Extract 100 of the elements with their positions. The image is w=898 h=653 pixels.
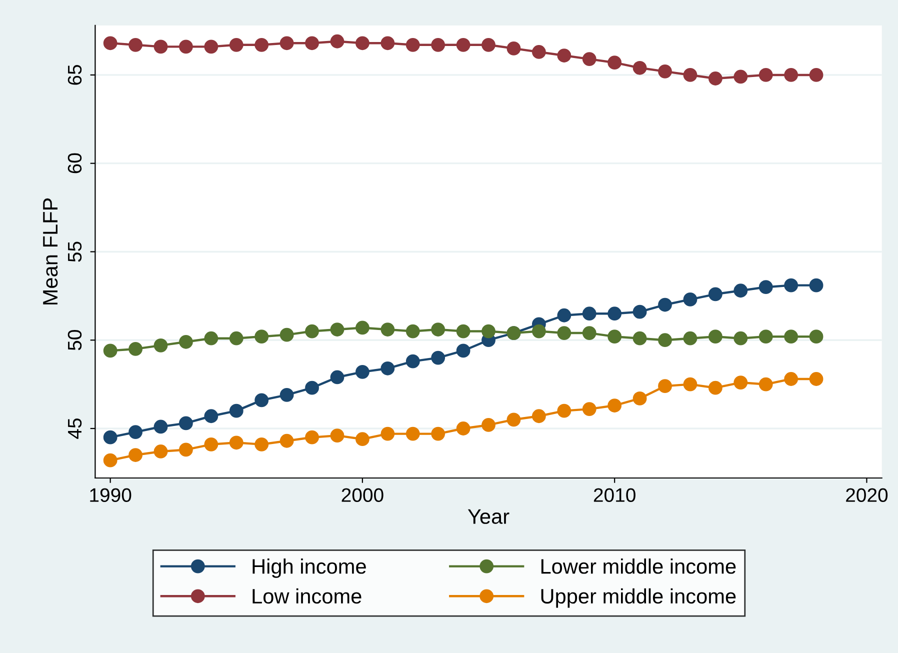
point [330, 428, 344, 443]
point [582, 306, 596, 321]
point [557, 48, 572, 62]
point [608, 330, 622, 344]
point [128, 38, 142, 52]
point [784, 372, 798, 386]
point [128, 425, 142, 439]
point [506, 42, 521, 56]
point [204, 331, 218, 346]
legend-label: High income [252, 558, 366, 578]
point [229, 331, 244, 346]
point [154, 338, 168, 352]
point [482, 324, 496, 338]
point [734, 284, 748, 298]
legend-label: Lower middle income [541, 558, 736, 574]
point [758, 377, 773, 392]
x-tick-label: 2010 [594, 488, 636, 502]
point [431, 322, 446, 336]
legend-label: Low income [252, 588, 362, 604]
point [154, 444, 168, 458]
point [406, 324, 420, 338]
point [658, 379, 672, 394]
point [708, 72, 722, 86]
point [557, 308, 572, 322]
point [708, 380, 722, 395]
point [608, 56, 622, 70]
point [532, 324, 546, 338]
point [632, 331, 647, 346]
point [280, 328, 294, 342]
legend-label: Upper middle income [541, 588, 736, 608]
point [204, 40, 218, 54]
point [632, 60, 647, 75]
point [734, 70, 748, 84]
y-axis-title: Mean FLFP [43, 198, 58, 304]
point [809, 330, 824, 344]
point [229, 436, 244, 450]
point [506, 412, 521, 427]
point [380, 36, 395, 50]
point [608, 306, 622, 321]
point [809, 372, 824, 386]
y-tick-label: 50 [68, 330, 82, 350]
point [254, 38, 269, 52]
point [330, 34, 344, 48]
point [305, 36, 319, 50]
point [658, 333, 672, 348]
point [758, 330, 773, 344]
point [456, 324, 470, 338]
point [103, 36, 118, 50]
x-tick-label: 2000 [342, 488, 384, 502]
point [406, 426, 420, 441]
point [758, 68, 773, 82]
point [632, 304, 647, 319]
point [305, 430, 319, 444]
point [784, 68, 798, 82]
point [431, 350, 446, 365]
point [557, 404, 572, 418]
point [557, 326, 572, 340]
point [280, 388, 294, 402]
x-tick-label: 1990 [90, 488, 132, 502]
point [784, 330, 798, 344]
point [254, 437, 269, 452]
x-axis-title: Year [468, 509, 510, 524]
point [280, 36, 294, 50]
point [431, 38, 446, 52]
point [658, 298, 672, 312]
y-tick-label: 55 [68, 242, 82, 262]
point [406, 354, 420, 368]
point [734, 376, 748, 390]
point [708, 287, 722, 302]
point [809, 278, 824, 292]
point [179, 40, 193, 54]
point [179, 442, 193, 457]
point [179, 334, 193, 349]
point [632, 392, 647, 406]
point [708, 330, 722, 344]
point [305, 324, 319, 338]
point [380, 361, 395, 376]
x-tick-label: 2020 [846, 488, 888, 502]
point [356, 320, 370, 335]
point [380, 426, 395, 441]
point [229, 38, 244, 52]
point [758, 280, 773, 294]
point [406, 38, 420, 52]
point [582, 52, 596, 66]
y-tick-label: 45 [68, 418, 82, 439]
point [456, 344, 470, 358]
point [683, 377, 698, 392]
point [179, 416, 193, 430]
point [431, 426, 446, 441]
point [683, 331, 698, 346]
point [809, 68, 824, 82]
point [456, 422, 470, 436]
point [734, 331, 748, 346]
point [356, 36, 370, 50]
point [103, 430, 118, 444]
point [204, 409, 218, 424]
point [784, 278, 798, 292]
point [582, 402, 596, 416]
point [229, 404, 244, 418]
point [356, 364, 370, 379]
